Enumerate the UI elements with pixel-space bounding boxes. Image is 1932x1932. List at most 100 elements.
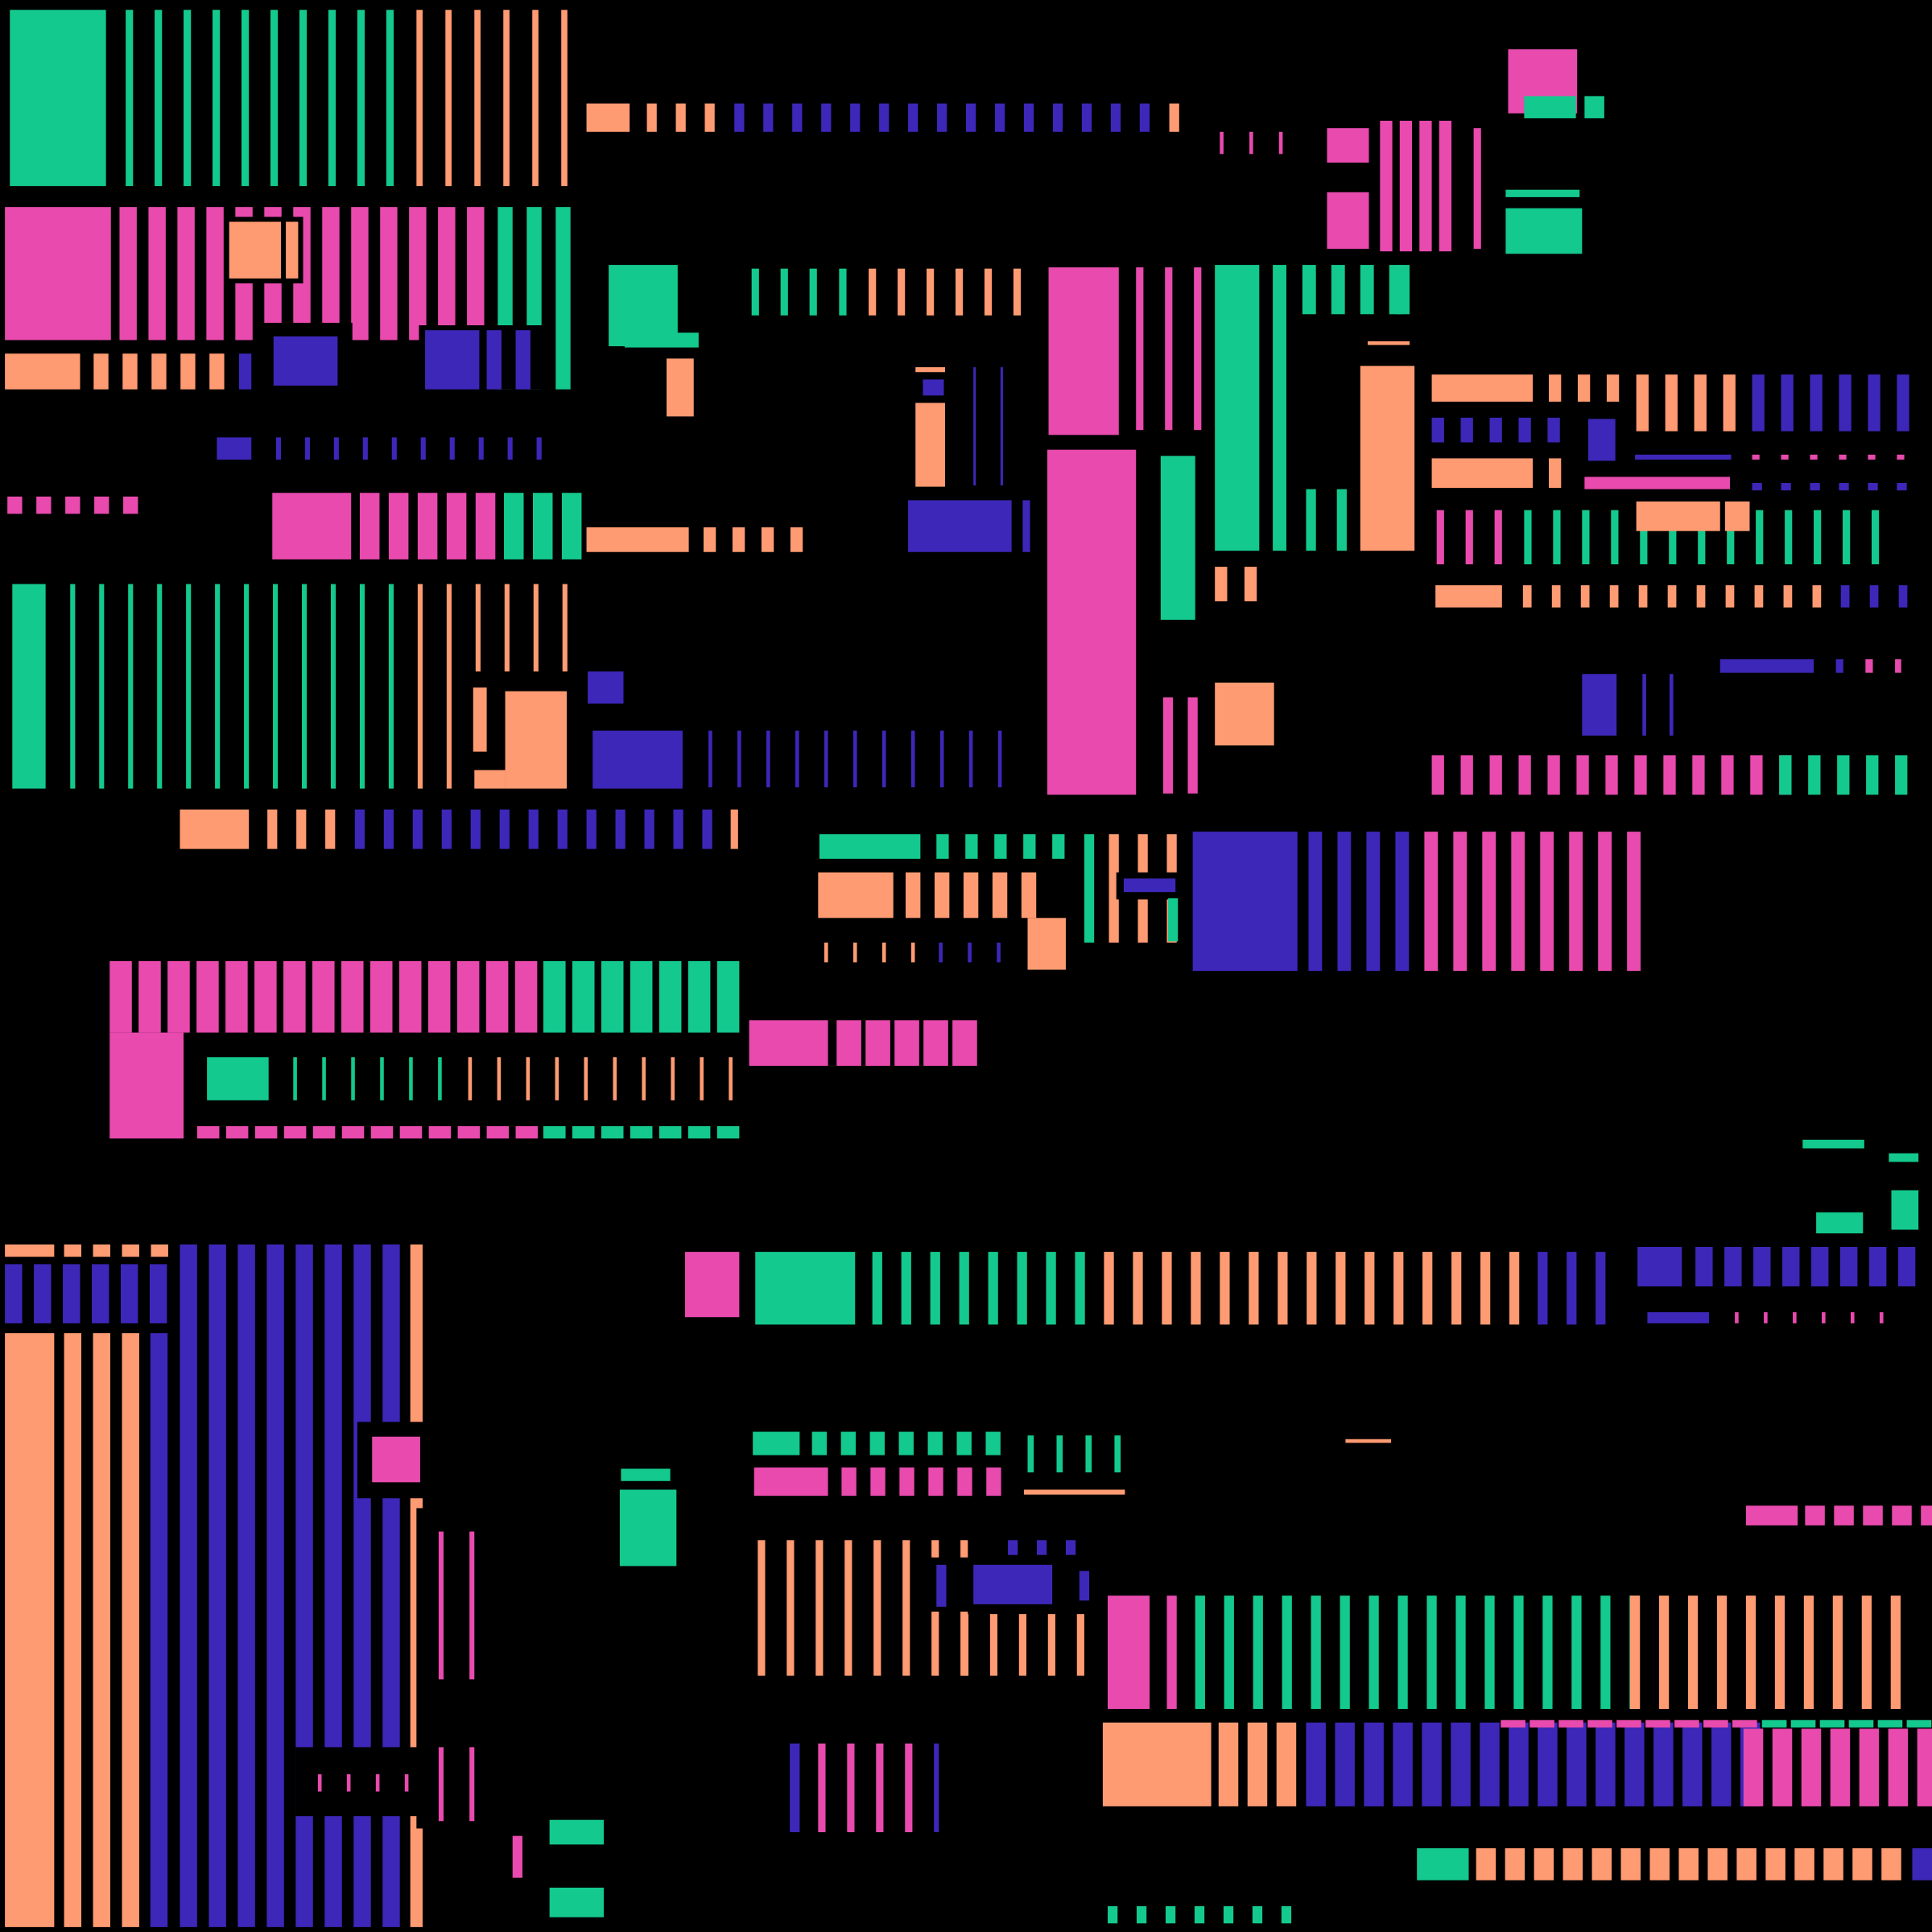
block: [1395, 832, 1410, 972]
block: [1282, 1596, 1292, 1709]
block: [1435, 585, 1502, 608]
block: [1637, 1246, 1682, 1286]
block: [1761, 1719, 1787, 1728]
block: [818, 872, 894, 919]
block: [675, 103, 686, 132]
block: [150, 1333, 168, 1927]
block: [270, 10, 279, 187]
block: [1518, 755, 1531, 795]
block: [1598, 832, 1612, 972]
block: [809, 268, 817, 316]
block: [12, 584, 46, 789]
block: [1567, 1252, 1577, 1325]
block: [485, 960, 509, 1033]
block: [1605, 755, 1618, 795]
block: [275, 437, 281, 460]
block: [687, 960, 711, 1033]
block: [1906, 1719, 1932, 1728]
block: [1223, 1905, 1234, 1924]
block: [242, 10, 250, 187]
block: [1306, 489, 1316, 551]
block: [302, 584, 308, 789]
block: [992, 872, 1008, 919]
block: [1645, 1719, 1670, 1728]
block: [512, 1835, 522, 1878]
block: [478, 437, 484, 460]
block: [1868, 483, 1878, 491]
block: [1076, 1614, 1084, 1676]
block: [1548, 458, 1562, 489]
block: [184, 10, 192, 187]
block: [438, 1057, 442, 1100]
block: [122, 1244, 139, 1257]
block: [1505, 208, 1583, 254]
block: [989, 1614, 998, 1676]
block: [1123, 878, 1176, 893]
block: [844, 1540, 852, 1676]
block: [910, 942, 915, 963]
block: [749, 1020, 828, 1066]
block: [1859, 1728, 1880, 1806]
block: [753, 1467, 828, 1496]
block: [1781, 374, 1794, 431]
block: [457, 1125, 481, 1139]
block: [333, 437, 339, 460]
block: [1048, 267, 1119, 436]
block: [1868, 1246, 1887, 1286]
block: [1803, 1596, 1814, 1709]
block: [1436, 510, 1444, 565]
block: [811, 1431, 828, 1455]
block: [1047, 449, 1137, 795]
block: [555, 1057, 559, 1100]
block: [1563, 1847, 1583, 1880]
block: [1165, 1905, 1176, 1924]
block: [1609, 585, 1619, 608]
block: [138, 960, 161, 1033]
block: [215, 584, 221, 789]
block: [1852, 1847, 1872, 1880]
block: [1721, 755, 1734, 795]
block: [1752, 483, 1762, 491]
block: [1538, 1722, 1558, 1806]
block: [1711, 1722, 1732, 1806]
block: [486, 330, 502, 390]
block: [915, 367, 945, 373]
block: [1558, 1719, 1583, 1728]
block: [468, 1057, 473, 1100]
block: [359, 584, 365, 789]
block: [474, 770, 506, 789]
block: [1102, 1722, 1212, 1806]
block: [5, 1244, 55, 1257]
block: [1692, 755, 1705, 795]
block: [1834, 1505, 1854, 1525]
block: [1393, 1252, 1404, 1325]
block: [1897, 483, 1907, 491]
block: [1808, 755, 1821, 795]
block: [1634, 755, 1647, 795]
block: [5, 1333, 55, 1927]
block: [351, 1057, 355, 1100]
block: [1194, 267, 1202, 431]
block: [1839, 1246, 1858, 1286]
block: [1215, 567, 1228, 601]
block: [1898, 585, 1908, 608]
block: [1273, 265, 1286, 551]
block: [1494, 510, 1502, 565]
block: [1215, 682, 1274, 746]
block: [1888, 1728, 1909, 1806]
block: [109, 1032, 184, 1139]
block: [852, 730, 857, 788]
block: [1335, 1252, 1346, 1325]
block: [790, 1743, 800, 1833]
block: [898, 1431, 914, 1455]
block: [1509, 1252, 1520, 1325]
block: [417, 584, 423, 789]
block: [1345, 1439, 1392, 1443]
block: [737, 730, 741, 788]
block: [1307, 1252, 1317, 1325]
block: [1424, 832, 1439, 972]
block: [1046, 1252, 1056, 1325]
block: [1278, 1252, 1288, 1325]
block: [317, 1774, 322, 1792]
block: [1194, 1905, 1205, 1924]
